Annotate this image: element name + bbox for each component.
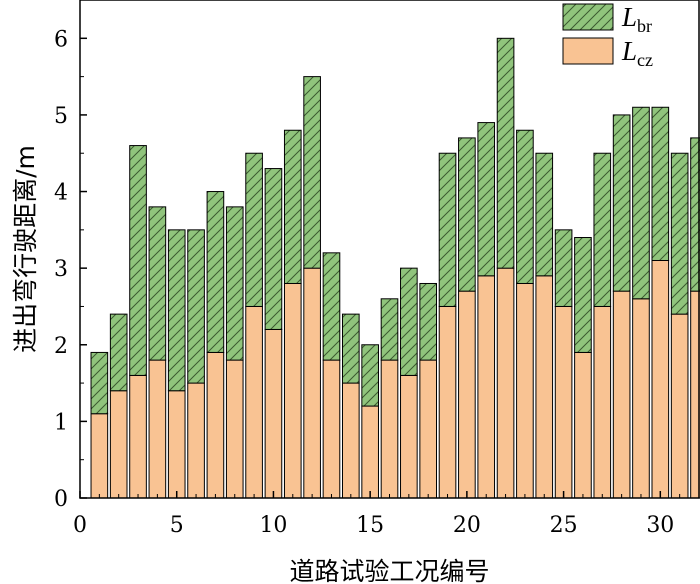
bar-cz-18 [419, 359, 438, 499]
bar-cz-28 [612, 290, 631, 499]
bar-br-12 [303, 76, 321, 269]
bar-br-22 [496, 37, 515, 269]
x-tick-label: 20 [453, 513, 481, 538]
bar-br-4 [148, 206, 167, 361]
y-tick-label: 5 [54, 104, 68, 129]
legend-swatch-br [562, 3, 614, 31]
bar-cz-15 [361, 405, 379, 499]
bar-cz-19 [438, 305, 457, 499]
legend-swatch-cz [562, 37, 614, 65]
bar-cz-26 [574, 351, 592, 499]
bar-cz-20 [458, 290, 476, 499]
y-tick-label: 3 [54, 257, 68, 282]
bar-br-8 [225, 206, 244, 361]
y-axis-label: 进出弯行驶距离/m [11, 145, 40, 353]
bar-cz-13 [322, 359, 341, 499]
bar-cz-31 [670, 313, 689, 499]
legend-label-br: Lbr [621, 2, 652, 36]
bar-cz-23 [516, 282, 534, 499]
bar-br-19 [438, 152, 457, 307]
bar-cz-16 [380, 359, 399, 499]
legend-label-cz: Lcz [621, 36, 653, 70]
bar-cz-11 [283, 282, 302, 499]
bar-br-11 [283, 129, 302, 284]
x-axis-label: 道路试验工况编号 [289, 557, 489, 584]
y-tick-label: 4 [54, 181, 68, 206]
bar-br-24 [535, 152, 554, 277]
bar-br-14 [341, 313, 360, 384]
bar-br-6 [187, 229, 205, 384]
bar-br-27 [593, 152, 612, 307]
x-tick-label: 30 [646, 513, 674, 538]
bar-cz-7 [206, 351, 225, 499]
bar-cz-3 [129, 374, 147, 499]
bar-cz-21 [477, 275, 496, 499]
axes-group: 0 5 10 15 20 25 30 0 1 2 3 4 5 6 [54, 27, 700, 538]
x-tick-label: 10 [259, 513, 287, 538]
y-tick-label: 1 [54, 410, 68, 435]
bar-cz-25 [554, 305, 573, 499]
y-tick-label: 2 [54, 334, 68, 359]
bar-br-21 [477, 122, 496, 277]
bar-br-1 [90, 351, 109, 415]
bar-cz-22 [496, 267, 515, 499]
bar-br-5 [167, 229, 186, 392]
bar-cz-24 [535, 275, 554, 499]
bar-cz-5 [167, 390, 186, 499]
bar-cz-2 [109, 390, 128, 499]
bar-br-7 [206, 191, 225, 353]
bar-br-17 [400, 267, 418, 376]
bar-br-30 [651, 106, 670, 261]
bars-group [90, 37, 700, 499]
bar-cz-17 [400, 374, 418, 499]
bar-br-20 [458, 137, 476, 292]
x-tick-label: 5 [170, 513, 184, 538]
bar-br-28 [612, 114, 631, 292]
bar-br-16 [380, 298, 399, 361]
bar-br-10 [264, 168, 283, 330]
bar-cz-27 [593, 305, 612, 499]
x-tick-label: 25 [550, 513, 578, 538]
bar-br-13 [322, 252, 341, 361]
bar-br-3 [129, 145, 147, 376]
bar-cz-8 [225, 359, 244, 499]
bar-br-18 [419, 282, 438, 361]
bar-cz-6 [187, 382, 205, 499]
bar-cz-9 [245, 305, 263, 499]
y-tick-label: 0 [54, 487, 68, 512]
bar-cz-4 [148, 359, 167, 499]
bar-cz-30 [651, 259, 670, 499]
bar-cz-12 [303, 267, 321, 499]
bar-br-23 [516, 129, 534, 284]
bar-br-26 [574, 237, 592, 353]
bar-br-25 [554, 229, 573, 307]
y-tick-label: 6 [54, 27, 68, 52]
bar-br-31 [670, 152, 689, 315]
bar-br-9 [245, 152, 263, 307]
bar-cz-14 [341, 382, 360, 499]
bar-cz-1 [90, 413, 109, 499]
bar-cz-29 [632, 298, 650, 499]
bar-br-15 [361, 344, 379, 407]
x-tick-label: 0 [73, 513, 87, 538]
bar-br-2 [109, 313, 128, 392]
x-tick-label: 15 [356, 513, 384, 538]
bar-cz-10 [264, 328, 283, 499]
bar-br-29 [632, 106, 650, 300]
